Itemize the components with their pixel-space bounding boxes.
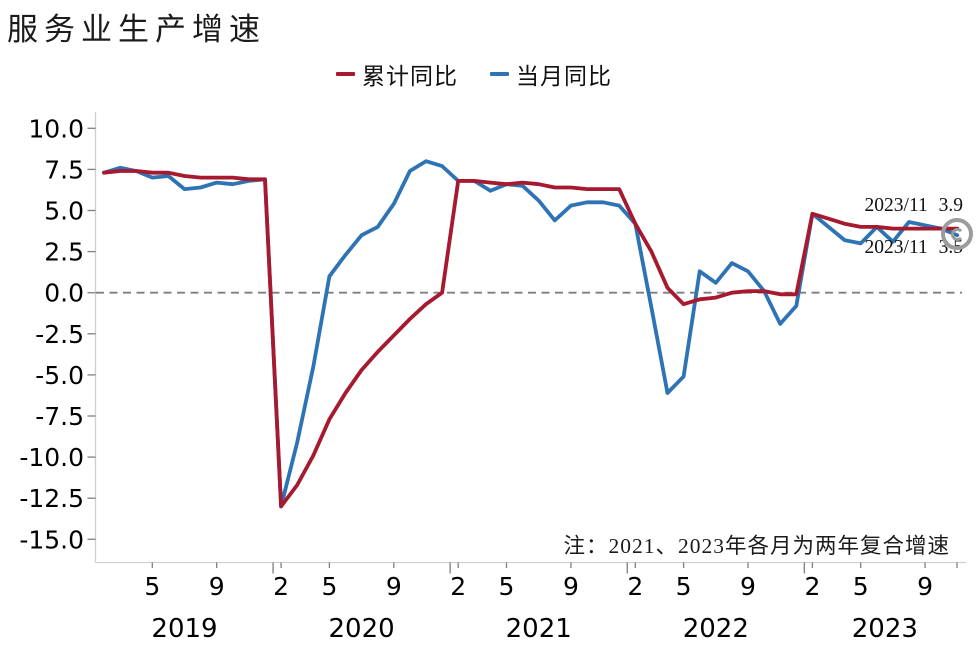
- y-axis-label: -5.0: [35, 361, 84, 390]
- x-month-label: 5: [853, 572, 869, 601]
- annotation-cumulative-latest: 2023/11 3.9: [864, 195, 963, 216]
- legend-label-cumulative: 累计同比: [362, 64, 458, 89]
- circled-c-watermark-icon: [941, 218, 973, 250]
- x-year-label: 2019: [151, 614, 217, 644]
- y-axis-label: 2.5: [44, 238, 84, 267]
- x-month-label: 9: [917, 572, 933, 601]
- cumulative-yoy-line: [102, 169, 960, 509]
- y-axis-label: 10.0: [28, 114, 84, 143]
- x-year-label: 2023: [852, 614, 918, 644]
- y-axis-label: 7.5: [44, 155, 84, 184]
- x-month-label: 2: [273, 572, 289, 601]
- cumulative-line-swatch: [336, 72, 355, 76]
- x-month-label: 9: [563, 572, 579, 601]
- monthly-yoy-line: [102, 159, 960, 509]
- x-month-label: 5: [676, 572, 692, 601]
- legend-item-monthly: 当月同比: [490, 57, 612, 91]
- x-year-label: 2020: [329, 614, 395, 644]
- x-year-label: 2021: [506, 614, 572, 644]
- legend: 累计同比 当月同比: [336, 57, 612, 91]
- x-month-label: 9: [209, 572, 225, 601]
- x-month-label: 5: [144, 572, 160, 601]
- y-axis-label: -10.0: [19, 443, 84, 472]
- chart-title: 服务业生产增速: [7, 12, 266, 47]
- y-axis-label: 0.0: [44, 279, 84, 308]
- footnote: 注：2021、2023年各月为两年复合增速: [563, 534, 950, 558]
- legend-label-monthly: 当月同比: [516, 64, 612, 89]
- y-axis-label: -15.0: [19, 525, 84, 554]
- monthly-line-swatch: [490, 72, 509, 76]
- y-axis-label: -12.5: [19, 484, 84, 513]
- x-month-label: 9: [740, 572, 756, 601]
- x-month-label: 5: [321, 572, 337, 601]
- y-axis-label: -2.5: [35, 320, 84, 349]
- x-month-label: 5: [499, 572, 515, 601]
- y-axis-label: 5.0: [44, 197, 84, 226]
- x-year-label: 2022: [683, 614, 749, 644]
- legend-item-cumulative: 累计同比: [336, 57, 458, 91]
- circled-c-inner-ring: [950, 227, 964, 241]
- x-month-label: 2: [804, 572, 820, 601]
- x-month-label: 2: [627, 572, 643, 601]
- x-month-label: 2: [450, 572, 466, 601]
- x-month-label: 9: [386, 572, 402, 601]
- y-axis-label: -7.5: [35, 402, 84, 431]
